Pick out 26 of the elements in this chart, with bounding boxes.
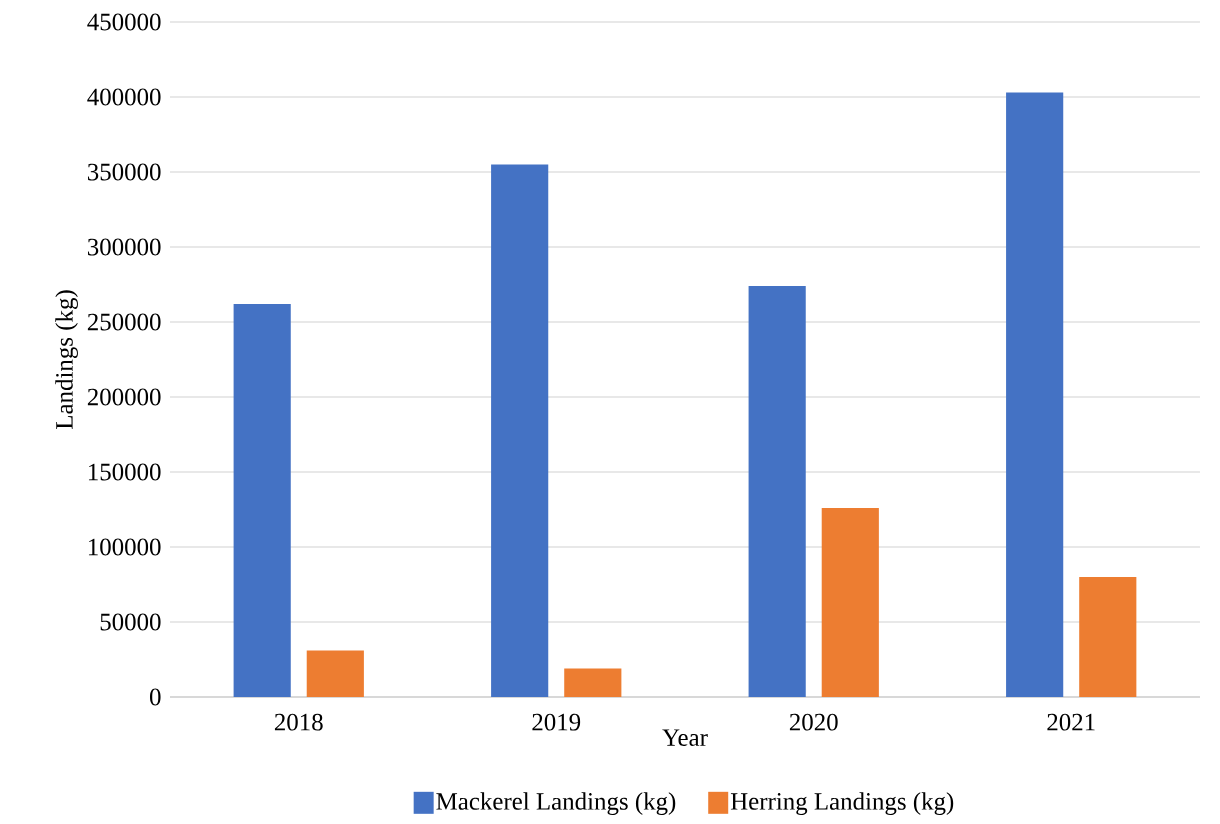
bar (233, 304, 291, 697)
bar (306, 650, 364, 697)
bar (564, 668, 622, 697)
y-tick-label: 400000 (87, 88, 161, 106)
x-tick-label: 2021 (1047, 713, 1095, 731)
y-tick-label: 250000 (87, 313, 161, 331)
x-axis-title: Year (662, 729, 708, 746)
y-tick-label: 350000 (87, 163, 161, 181)
y-axis-title: Landings (kg) (55, 290, 78, 429)
x-tick-label: 2019 (532, 713, 581, 731)
legend-label: Mackerel Landings (kg) (436, 792, 676, 815)
y-tick-label: 450000 (87, 13, 161, 31)
y-tick-label: 200000 (87, 388, 161, 406)
bar (1006, 92, 1064, 697)
bar (821, 508, 879, 697)
y-tick-label: 150000 (88, 463, 161, 481)
bar (748, 286, 806, 697)
y-tick-label: 50000 (100, 613, 161, 631)
bar (491, 164, 549, 697)
y-tick-label: 300000 (87, 238, 161, 256)
y-tick-label: 0 (150, 688, 161, 706)
y-tick-label: 100000 (88, 538, 161, 556)
bar (1079, 577, 1137, 697)
legend-label: Herring Landings (kg) (730, 792, 954, 815)
x-tick-label: 2020 (789, 713, 838, 731)
x-tick-label: 2018 (274, 713, 323, 731)
